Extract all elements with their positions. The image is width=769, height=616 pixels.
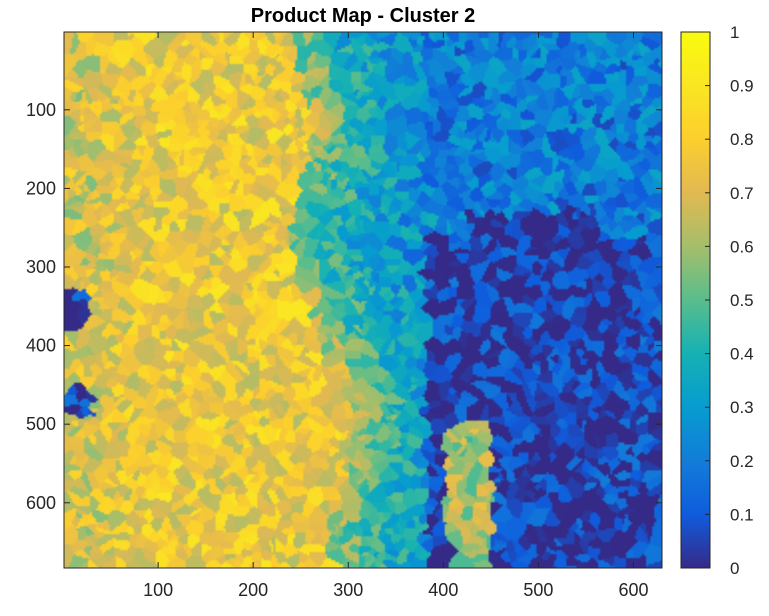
- heatmap-plot: [63, 31, 663, 569]
- colorbar-tick-label: 0.2: [730, 452, 754, 471]
- x-axis: 100 200 300 400 500 600: [143, 32, 649, 600]
- colorbar-ticks: 0 0.1 0.2 0.3 0.4 0.5 0.6 0.7 0.8 0.9 1: [705, 23, 754, 578]
- colorbar-tick-label: 1: [730, 23, 739, 42]
- x-tick-label: 500: [523, 580, 553, 600]
- plot-frame: [63, 31, 663, 569]
- colorbar-tick-label: 0.3: [730, 398, 754, 417]
- y-tick-label: 500: [26, 414, 56, 434]
- x-tick-label: 300: [333, 580, 363, 600]
- y-tick-label: 300: [26, 257, 56, 277]
- x-tick-label: 200: [238, 580, 268, 600]
- y-tick-label: 400: [26, 336, 56, 356]
- colorbar-tick-label: 0.8: [730, 130, 754, 149]
- colorbar-tick-label: 0: [730, 559, 739, 578]
- colorbar-tick-label: 0.1: [730, 505, 754, 524]
- colorbar-tick-label: 0.4: [730, 345, 754, 364]
- colorbar-tick-label: 0.5: [730, 291, 754, 310]
- y-tick-label: 600: [26, 493, 56, 513]
- y-tick-label: 200: [26, 178, 56, 198]
- y-axis: 100 200 300 400 500 600: [26, 100, 662, 513]
- colorbar-tick-label: 0.7: [730, 184, 754, 203]
- heatmap-image: [64, 32, 662, 568]
- x-tick-label: 600: [618, 580, 648, 600]
- colorbar-tick-label: 0.9: [730, 77, 754, 96]
- x-tick-label: 100: [143, 580, 173, 600]
- chart-title: Product Map - Cluster 2: [251, 5, 475, 27]
- x-tick-label: 400: [428, 580, 458, 600]
- y-tick-label: 100: [26, 100, 56, 120]
- colorbar: 0 0.1 0.2 0.3 0.4 0.5 0.6 0.7 0.8 0.9 1: [680, 23, 754, 578]
- colorbar-tick-label: 0.6: [730, 237, 754, 256]
